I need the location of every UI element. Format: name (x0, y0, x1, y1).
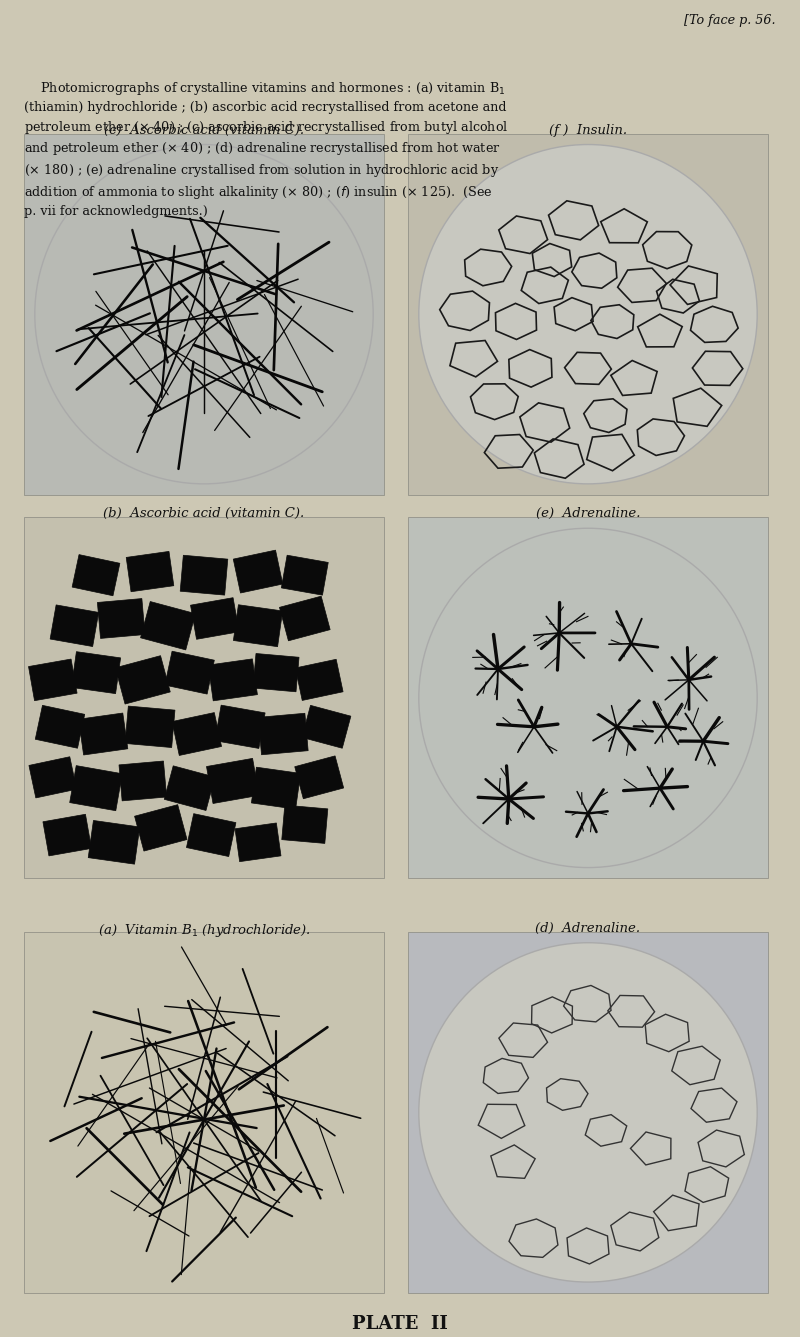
Bar (24, 517, 384, 878)
Polygon shape (258, 713, 308, 755)
Text: (d)  Adrenaline.: (d) Adrenaline. (535, 923, 641, 935)
Polygon shape (134, 805, 187, 852)
Text: Photomicrographs of crystalline vitamins and hormones : (a) vitamin B$_1$
(thiam: Photomicrographs of crystalline vitamins… (24, 80, 509, 218)
Polygon shape (115, 655, 170, 705)
Text: (b)  Ascorbic acid (vitamin C).: (b) Ascorbic acid (vitamin C). (103, 508, 305, 520)
Bar (408, 932, 768, 1293)
Text: (c)  Ascorbic acid (vitamin C).: (c) Ascorbic acid (vitamin C). (104, 124, 304, 136)
Polygon shape (50, 604, 98, 647)
Polygon shape (70, 766, 122, 810)
Polygon shape (126, 551, 174, 592)
Polygon shape (29, 757, 77, 798)
Polygon shape (141, 602, 195, 650)
Polygon shape (302, 706, 351, 749)
Polygon shape (215, 705, 265, 749)
Polygon shape (282, 555, 328, 595)
Polygon shape (253, 654, 299, 691)
Text: [To face p. 56.: [To face p. 56. (683, 13, 775, 27)
Polygon shape (186, 814, 236, 857)
Polygon shape (71, 651, 121, 694)
Bar (24, 134, 384, 495)
Text: PLATE  II: PLATE II (352, 1316, 448, 1333)
Polygon shape (35, 706, 85, 749)
Bar (24, 932, 384, 1293)
Polygon shape (279, 596, 330, 640)
Polygon shape (98, 599, 145, 639)
Polygon shape (164, 766, 215, 810)
Polygon shape (43, 814, 91, 856)
Polygon shape (208, 659, 258, 701)
Polygon shape (295, 659, 343, 701)
Text: (e)  Adrenaline.: (e) Adrenaline. (536, 508, 640, 520)
Ellipse shape (419, 943, 758, 1282)
Polygon shape (190, 598, 239, 639)
Polygon shape (235, 824, 281, 861)
Polygon shape (165, 651, 214, 694)
Bar (408, 517, 768, 878)
Polygon shape (72, 555, 120, 596)
Polygon shape (206, 758, 259, 804)
Bar (408, 134, 768, 495)
Polygon shape (172, 713, 222, 755)
Text: (f )  Insulin.: (f ) Insulin. (549, 124, 627, 136)
Polygon shape (294, 755, 344, 798)
Ellipse shape (419, 144, 758, 484)
Polygon shape (88, 821, 140, 864)
Polygon shape (251, 767, 301, 809)
Ellipse shape (35, 144, 373, 484)
Polygon shape (180, 555, 228, 595)
Polygon shape (234, 550, 282, 594)
Text: (a)  Vitamin B$_1$ (hydrochloride).: (a) Vitamin B$_1$ (hydrochloride). (98, 923, 310, 939)
Polygon shape (119, 761, 166, 801)
Polygon shape (125, 706, 175, 747)
Polygon shape (78, 713, 128, 755)
Ellipse shape (419, 528, 758, 868)
Polygon shape (234, 604, 282, 647)
Polygon shape (282, 805, 328, 844)
Polygon shape (29, 659, 77, 701)
